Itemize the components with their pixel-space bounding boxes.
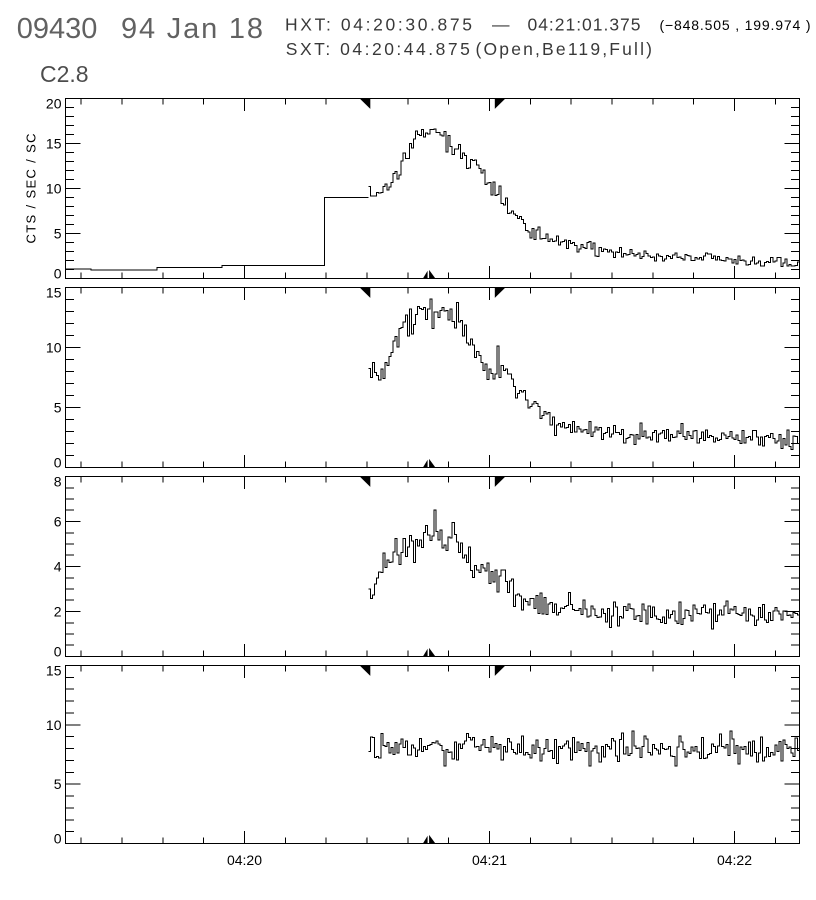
svg-text:(−848.505 , 199.974 ): (−848.505 , 199.974 ) [660,17,811,33]
svg-text:15: 15 [46,136,62,152]
svg-text:10: 10 [46,717,62,733]
svg-text:09430: 09430 [17,13,98,45]
svg-text:04:22: 04:22 [717,852,752,868]
svg-text:94 Jan 18: 94 Jan 18 [121,13,263,45]
svg-text:0: 0 [54,266,62,282]
svg-text:5: 5 [54,226,62,242]
svg-text:15: 15 [46,284,62,300]
svg-text:10: 10 [46,181,62,197]
svg-text:8: 8 [54,473,62,489]
svg-text:15: 15 [46,662,62,678]
svg-text:6: 6 [54,514,62,530]
svg-text:CTS / SEC / SC: CTS / SEC / SC [24,134,39,244]
svg-text:2: 2 [54,604,62,620]
svg-text:5: 5 [54,400,62,416]
svg-text:SXT: 04:20:44.875: SXT: 04:20:44.875 [286,39,470,59]
svg-text:10: 10 [46,340,62,356]
svg-text:0: 0 [54,644,62,660]
svg-text:04:20: 04:20 [227,852,262,868]
svg-text:(Open,Be119,Full): (Open,Be119,Full) [476,39,653,59]
svg-text:C2.8: C2.8 [40,61,89,87]
svg-text:0: 0 [54,455,62,471]
svg-text:5: 5 [54,776,62,792]
svg-text:0: 0 [54,831,62,847]
svg-text:—: — [492,15,510,35]
svg-text:04:21:01.375: 04:21:01.375 [528,15,641,35]
svg-text:04:21: 04:21 [472,852,507,868]
svg-text:4: 4 [54,559,62,575]
svg-text:20: 20 [46,95,62,111]
